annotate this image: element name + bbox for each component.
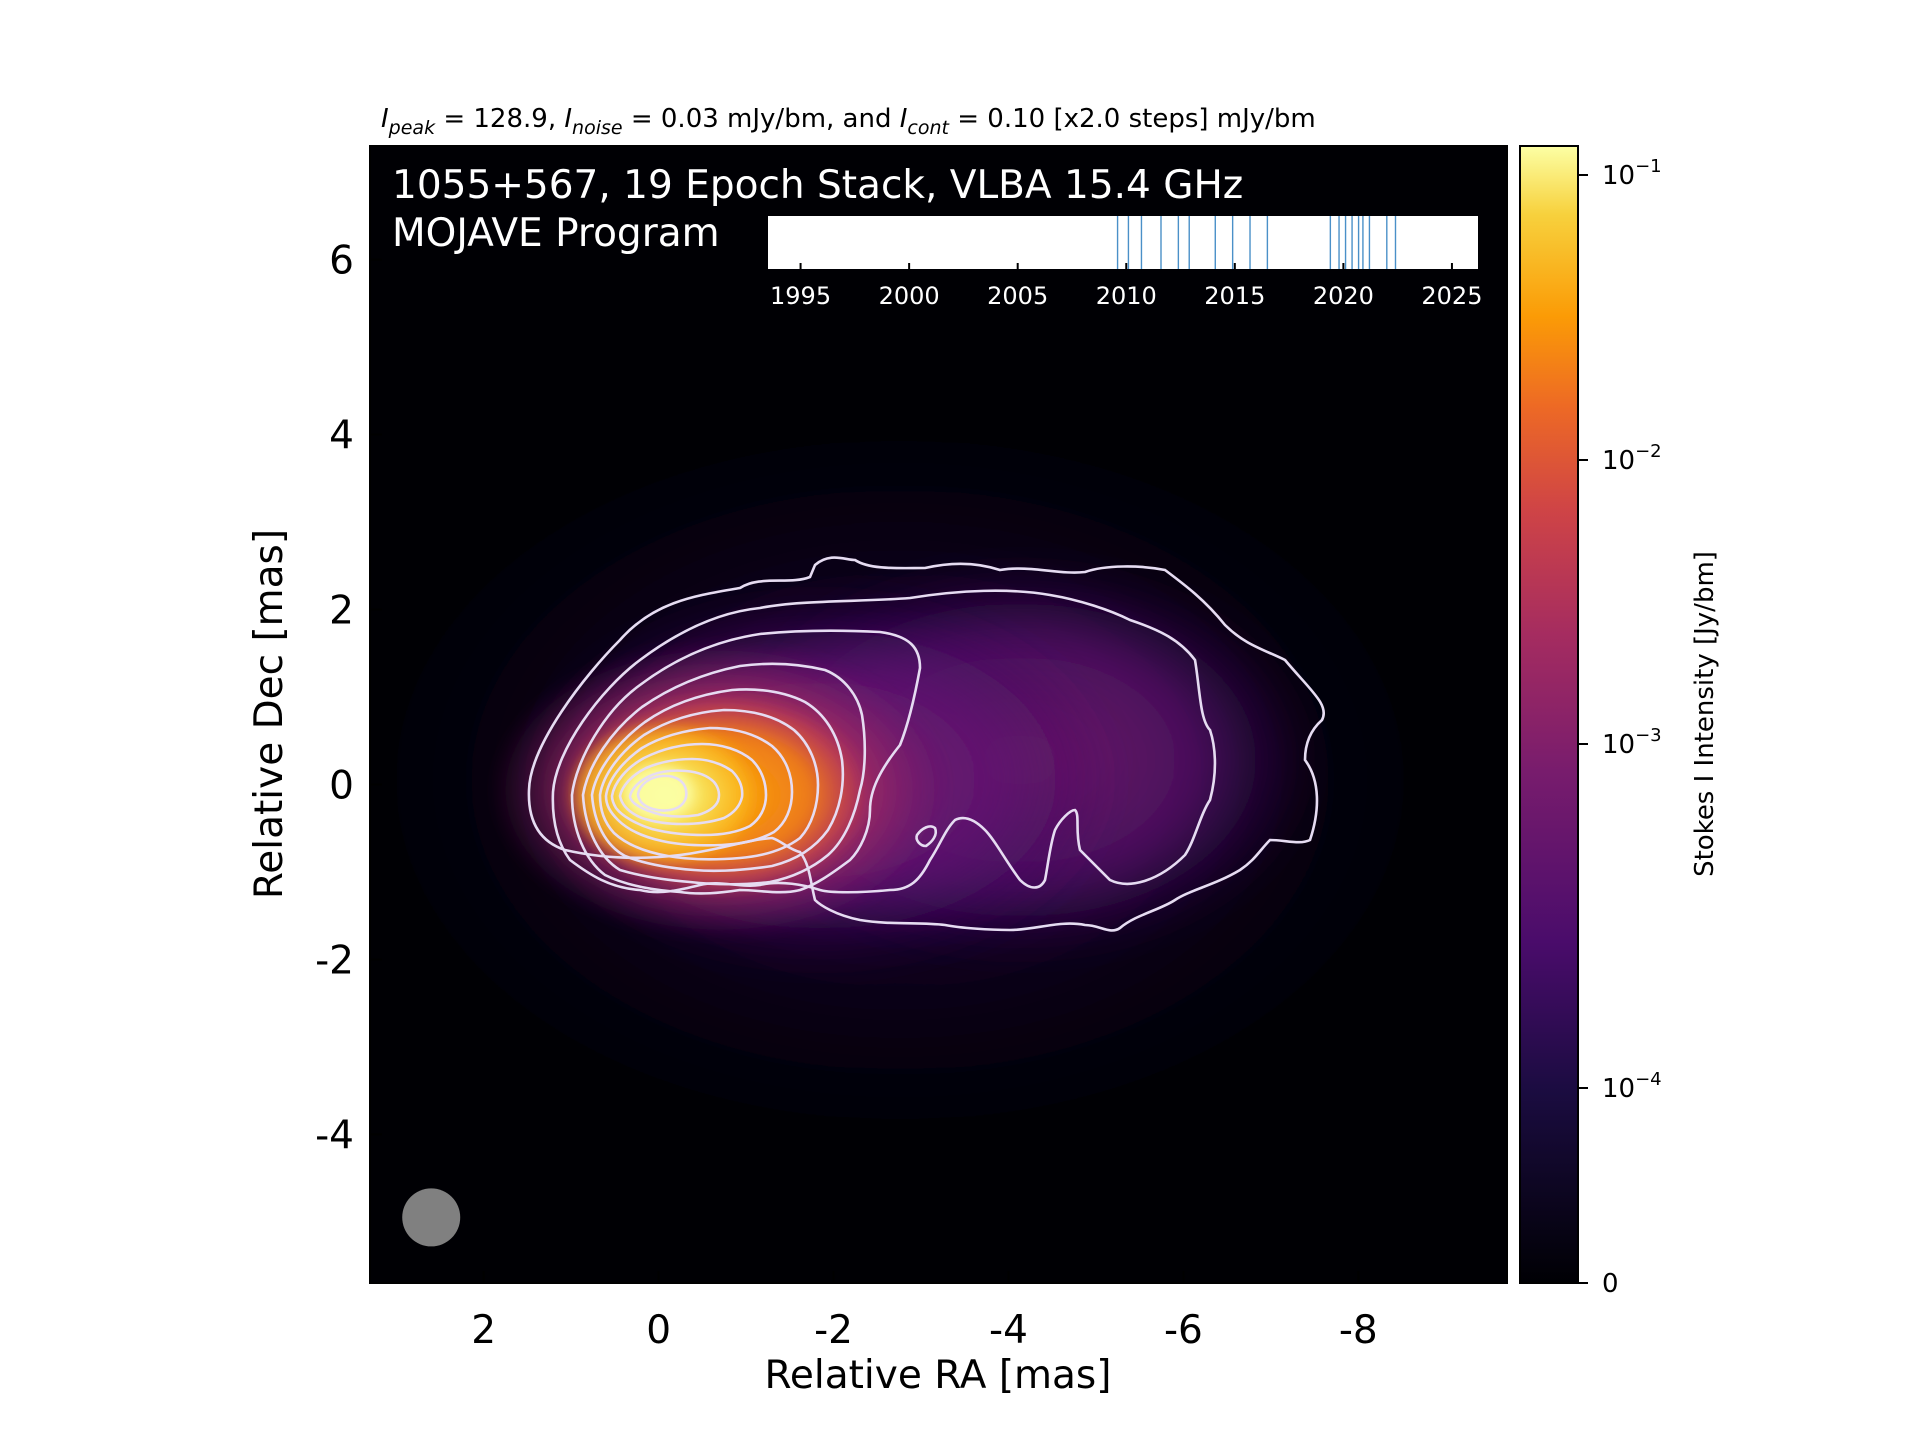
peak-symbol: I	[381, 104, 389, 134]
year-tick-label: 2015	[1204, 282, 1265, 310]
year-tick-label: 2025	[1421, 282, 1482, 310]
x-tick-label: 0	[646, 1308, 671, 1353]
colorbar-tick-label: 10−4	[1602, 1069, 1662, 1104]
colorbar-tick-label: 10−1	[1602, 156, 1662, 191]
contour-level-8	[610, 742, 768, 837]
y-tick-label: -2	[315, 938, 354, 983]
epoch-timeline-box	[768, 216, 1478, 269]
cont-value: = 0.10 [x2.0 steps] mJy/bm	[949, 104, 1316, 134]
year-tick-label: 1995	[770, 282, 831, 310]
peak-value: = 128.9,	[435, 104, 564, 134]
intensity-map	[370, 400, 1460, 1160]
y-tick-label: 2	[329, 589, 354, 634]
image-panel: 1055+567, 19 Epoch Stack, VLBA 15.4 GHz …	[369, 145, 1508, 1284]
epoch-year-axis: 1995 2000 2005 2010 2015 2020 2025	[770, 263, 1482, 310]
x-axis-ticks: 2 0 -2 -4 -6 -8	[471, 1271, 1378, 1353]
contour-level-3	[570, 629, 922, 895]
colorbar-tick-label: 0	[1602, 1269, 1619, 1299]
colorbar-tick-label: 10−3	[1602, 725, 1662, 760]
cont-subscript: cont	[907, 117, 950, 139]
x-axis-label: Relative RA [mas]	[765, 1353, 1112, 1398]
year-tick-label: 2000	[879, 282, 940, 310]
colorbar: 10−1 10−2 10−3 10−4 0 Stokes I Intensity [Jy…	[1519, 145, 1720, 1299]
noise-subscript: noise	[572, 117, 623, 139]
year-tick-label: 2005	[987, 282, 1048, 310]
contour-level-6	[598, 708, 820, 861]
contour-level-2	[551, 589, 1217, 894]
peak-subscript: peak	[388, 117, 436, 139]
contour-level-10	[628, 769, 721, 818]
colorbar-label: Stokes I Intensity [Jy/bm]	[1690, 551, 1720, 877]
y-tick-label: 0	[329, 763, 354, 808]
noise-symbol: I	[564, 104, 572, 134]
plot-frame	[369, 145, 1508, 1284]
y-tick-label: 6	[329, 239, 354, 284]
contour-level-5	[590, 688, 845, 873]
epoch-timeline: 1995 2000 2005 2010 2015 2020 2025	[768, 216, 1482, 310]
y-tick-label: 4	[329, 414, 354, 459]
header-stats: Ipeak = 128.9, Inoise = 0.03 mJy/bm, and…	[381, 104, 1316, 139]
map-subtitle: MOJAVE Program	[392, 211, 720, 256]
x-tick-label: -6	[1164, 1308, 1203, 1353]
colorbar-gradient	[1519, 145, 1579, 1284]
colorbar-tick-label: 10−2	[1602, 441, 1662, 476]
colorbar-ticks: 10−1 10−2 10−3 10−4 0	[1578, 156, 1662, 1299]
year-tick-label: 2010	[1096, 282, 1157, 310]
noise-value: = 0.03 mJy/bm, and	[623, 104, 900, 134]
y-tick-label: -4	[315, 1113, 354, 1158]
year-tick-label: 2020	[1313, 282, 1374, 310]
x-tick-label: -4	[989, 1308, 1028, 1353]
contour-level-11	[636, 774, 688, 812]
contour-level-7	[604, 726, 794, 847]
x-tick-label: -2	[814, 1308, 853, 1353]
x-tick-label: 2	[471, 1308, 496, 1353]
x-tick-label: -8	[1339, 1308, 1378, 1353]
epoch-markers	[1116, 216, 1397, 269]
contours	[527, 556, 1325, 932]
y-axis-ticks: 6 4 2 0 -2 -4	[315, 239, 382, 1158]
map-title: 1055+567, 19 Epoch Stack, VLBA 15.4 GHz	[392, 163, 1243, 208]
beam-ellipse	[402, 1188, 461, 1247]
y-axis-label: Relative Dec [mas]	[247, 529, 292, 899]
cont-symbol: I	[900, 104, 908, 134]
contour-island	[915, 825, 938, 848]
contour-level-9	[618, 757, 744, 826]
contour-level-4	[581, 662, 867, 886]
